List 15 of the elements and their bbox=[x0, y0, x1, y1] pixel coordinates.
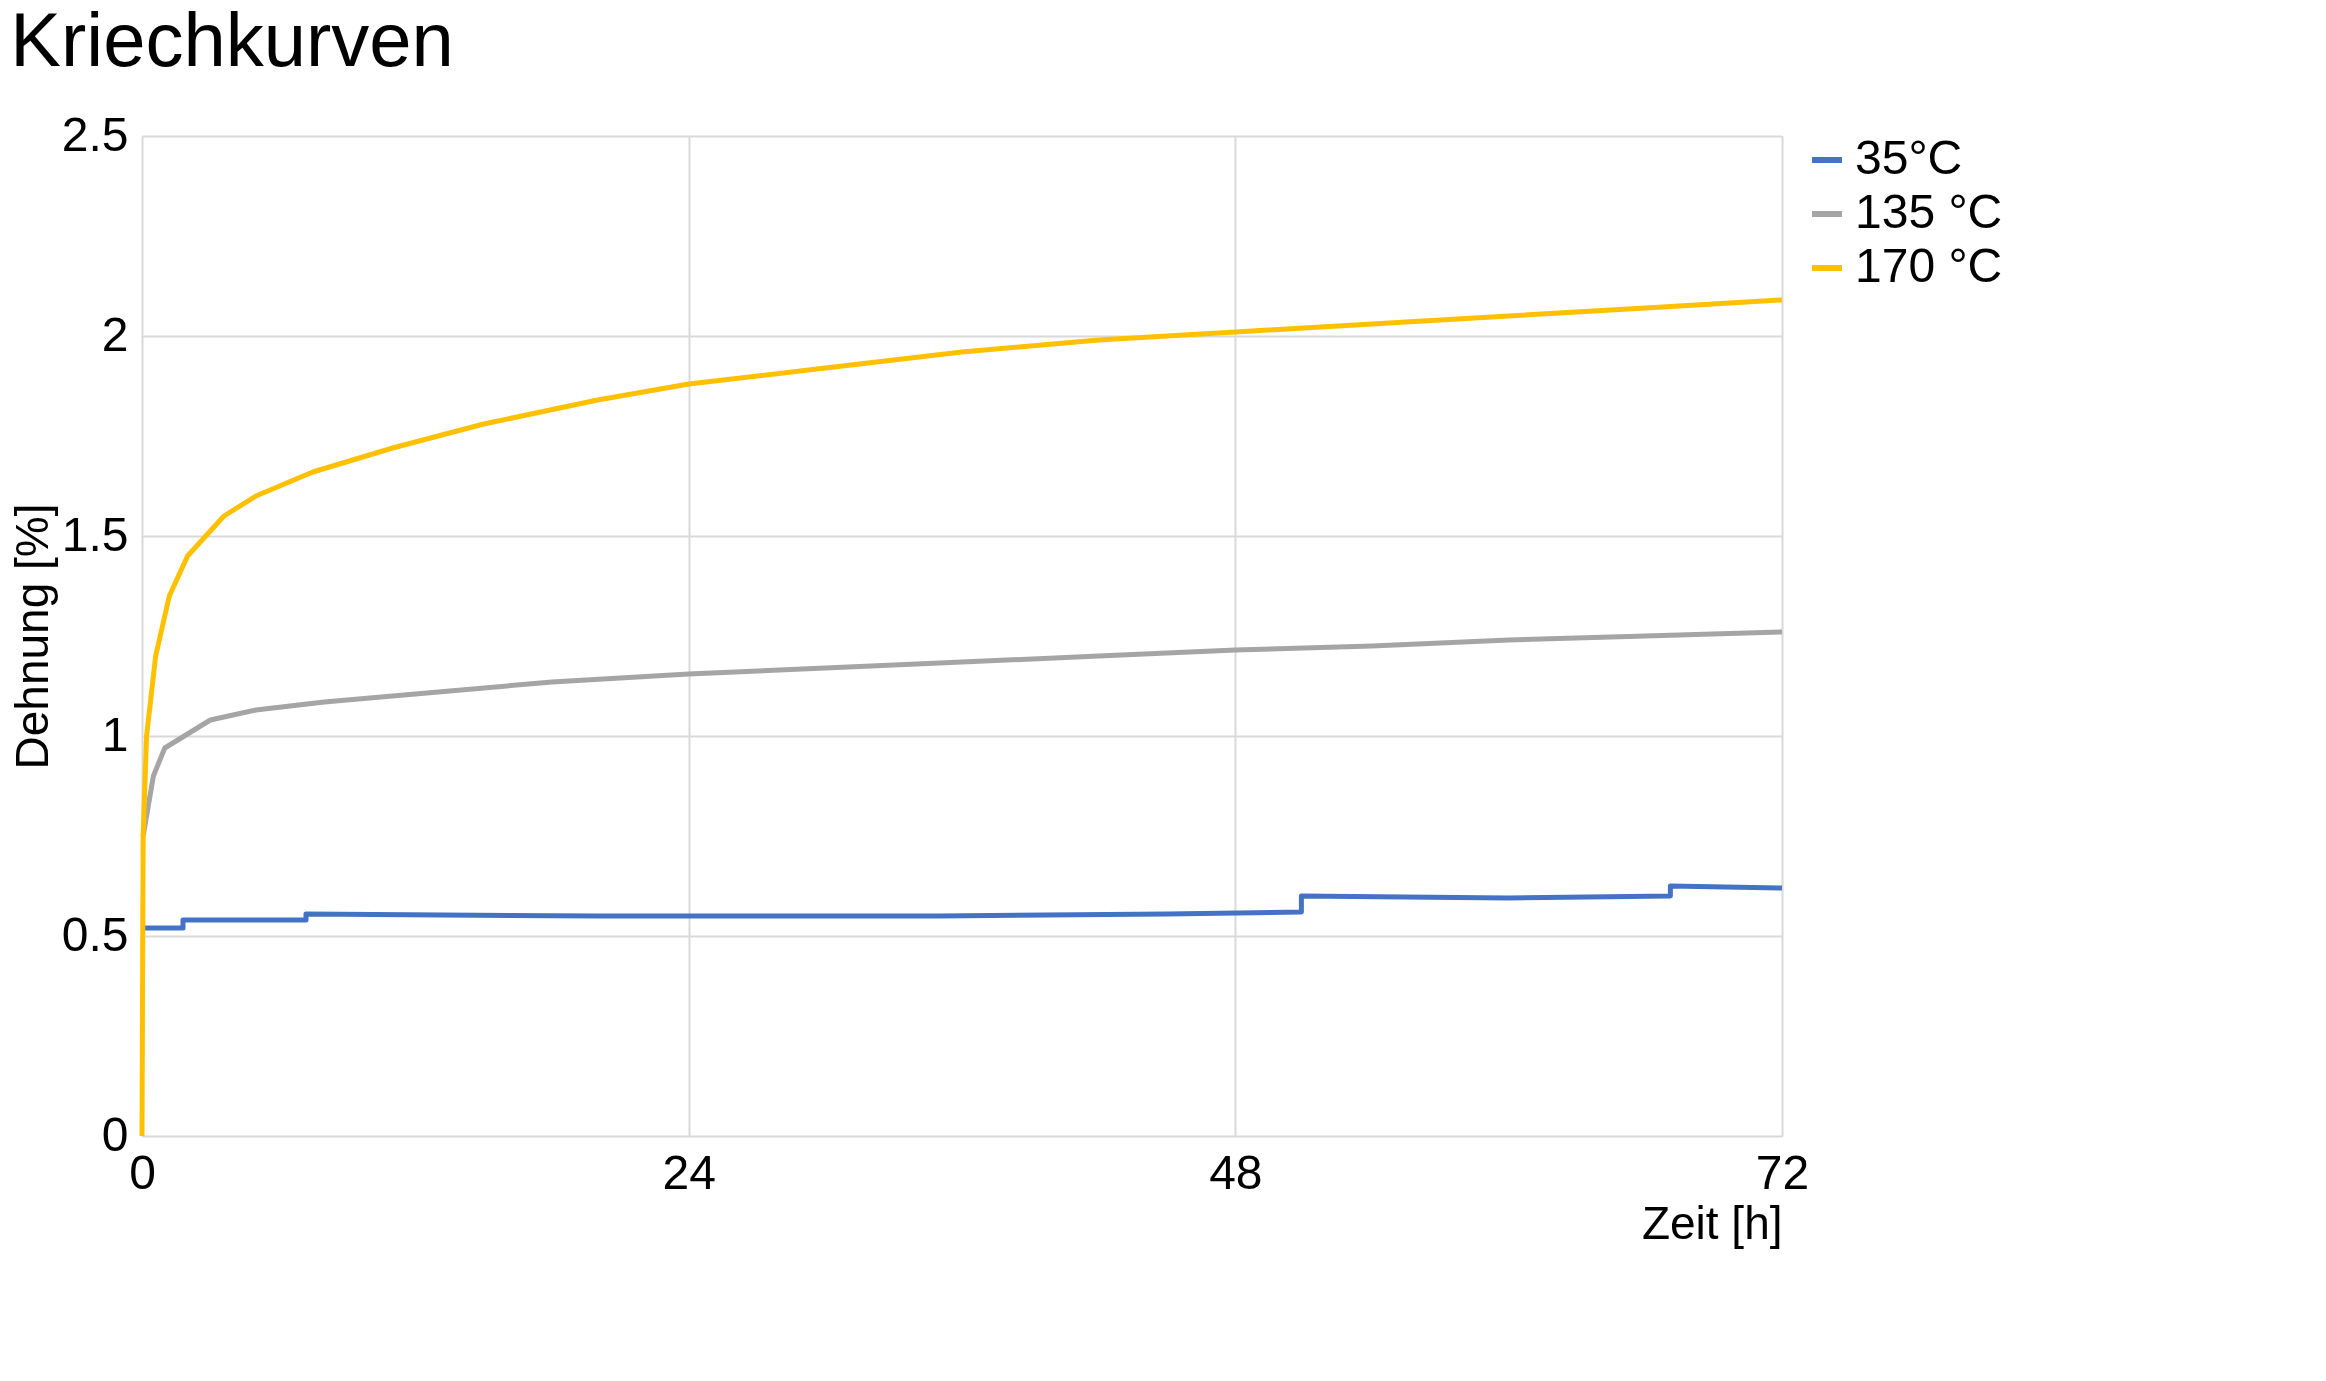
x-axis-title: Zeit [h] bbox=[1641, 1196, 1783, 1249]
y-tick-label: 2.5 bbox=[61, 107, 129, 161]
y-axis-title: Dehnung [%] bbox=[5, 503, 58, 770]
x-tick-label: 72 bbox=[1755, 1145, 1810, 1199]
legend-label: 35°C bbox=[1855, 131, 1963, 184]
chart-title: Kriechkurven bbox=[10, 0, 454, 82]
y-tick-label: 1 bbox=[101, 707, 129, 761]
x-tick-label: 48 bbox=[1209, 1145, 1263, 1199]
legend-label: 170 °C bbox=[1855, 239, 2003, 292]
x-tick-label: 24 bbox=[662, 1145, 716, 1199]
y-tick-label: 0 bbox=[101, 1107, 129, 1161]
y-tick-label: 2 bbox=[101, 307, 129, 361]
legend-label: 135 °C bbox=[1855, 185, 2003, 238]
y-tick-label: 0.5 bbox=[61, 907, 129, 961]
y-tick-label: 1.5 bbox=[61, 507, 129, 561]
